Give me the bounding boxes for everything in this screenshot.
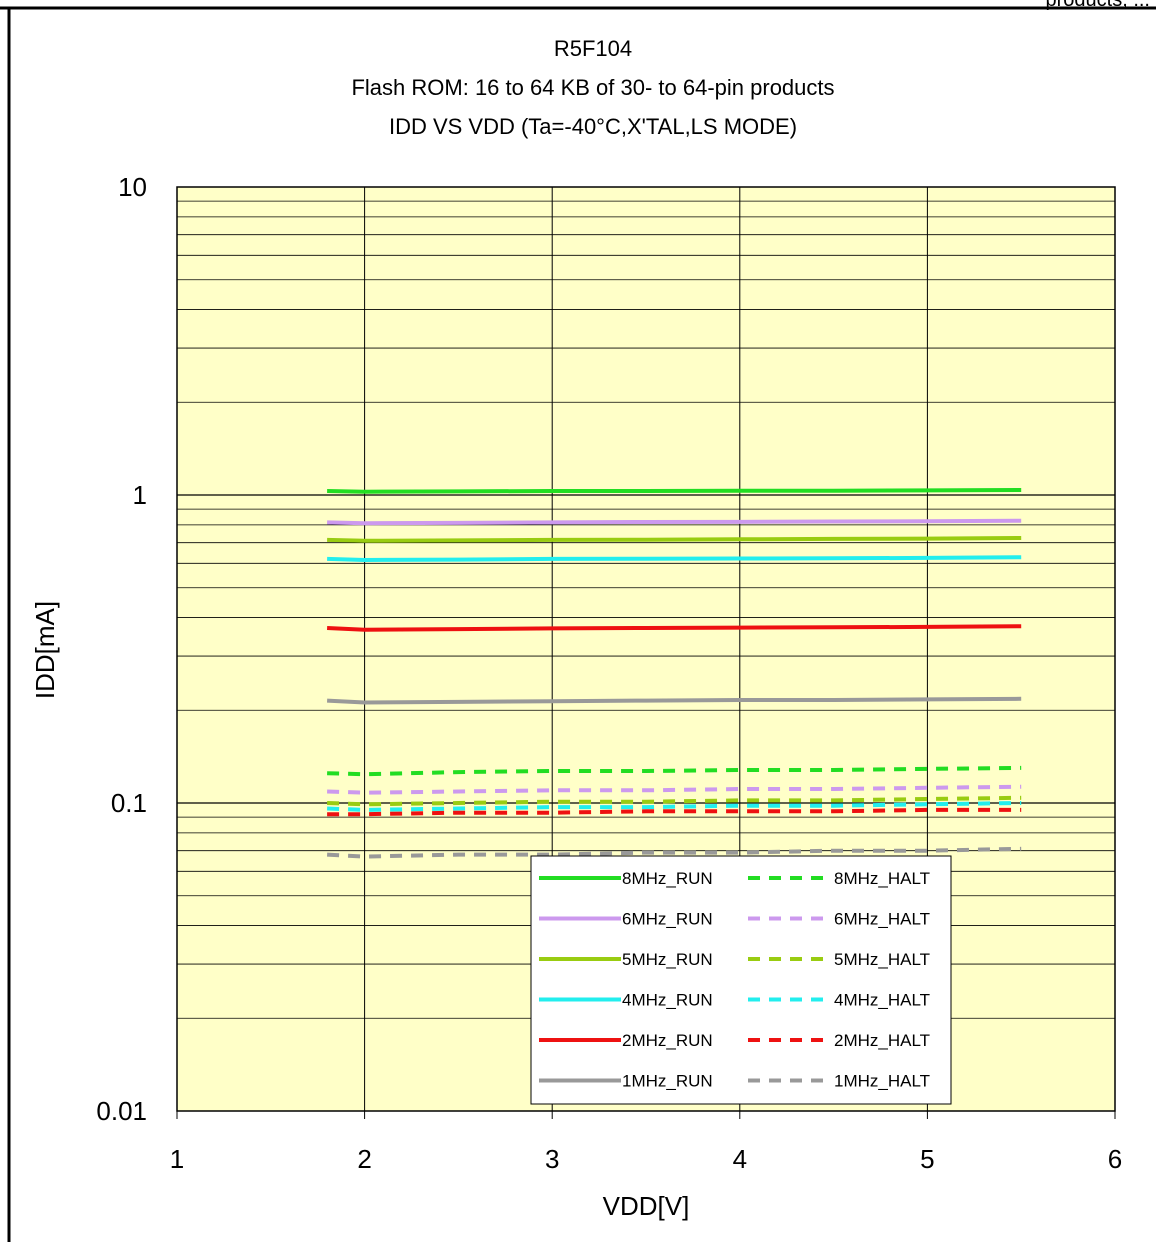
series-line-2mhz-halt bbox=[327, 807, 1022, 817]
y-axis-label: IDD[mA] bbox=[30, 601, 60, 699]
chart-title-line-1: R5F104 bbox=[554, 36, 632, 61]
series-line-6mhz-run bbox=[327, 518, 1022, 526]
legend-items: 8MHz_RUN 6MHz_RUN 5MHz_RUN 4MHz_RUN 2MHz_RUN… bbox=[539, 869, 930, 1091]
series-line-5mhz-run bbox=[327, 536, 1022, 543]
x-tick-label: 5 bbox=[920, 1144, 934, 1174]
legend-label: 8MHz_RUN bbox=[622, 869, 713, 888]
x-tick-label: 6 bbox=[1108, 1144, 1122, 1174]
x-tick-label: 2 bbox=[357, 1144, 371, 1174]
chart-title-line-3: IDD VS VDD (Ta=-40°C,X'TAL,LS MODE) bbox=[389, 114, 797, 139]
series-line-1mhz-run bbox=[326, 696, 1022, 705]
y-tick-label: 0.01 bbox=[96, 1096, 147, 1126]
series-line-8mhz-run bbox=[327, 488, 1022, 494]
legend-label: 4MHz_RUN bbox=[622, 991, 713, 1010]
legend-label: 5MHz_RUN bbox=[622, 950, 713, 969]
tick-layer: 1 2 3 4 5 6 0.01 0.1 1 10 bbox=[96, 172, 1122, 1174]
legend-label: 2MHz_HALT bbox=[834, 1031, 930, 1050]
series-line-6mhz-halt bbox=[327, 784, 1022, 795]
series-line-4mhz-halt bbox=[327, 801, 1022, 812]
x-tick-label: 3 bbox=[545, 1144, 559, 1174]
series-line-1mhz-halt bbox=[326, 846, 1022, 859]
y-tick-label: 10 bbox=[118, 172, 147, 202]
chart-title-line-2: Flash ROM: 16 to 64 KB of 30- to 64-pin … bbox=[351, 75, 834, 100]
legend-label: 1MHz_HALT bbox=[834, 1072, 930, 1091]
legend-label: 5MHz_HALT bbox=[834, 950, 930, 969]
y-tick-label: 1 bbox=[133, 480, 147, 510]
series-line-5mhz-halt bbox=[327, 795, 1022, 807]
legend: 8MHz_RUN 6MHz_RUN 5MHz_RUN 4MHz_RUN 2MHz_RUN… bbox=[530, 855, 952, 1105]
legend-box bbox=[530, 855, 952, 1105]
legend-label: 1MHz_RUN bbox=[622, 1072, 713, 1091]
series-line-2mhz-run bbox=[327, 624, 1022, 632]
legend-label: 8MHz_HALT bbox=[834, 869, 930, 888]
series-layer bbox=[326, 488, 1022, 859]
header-fragment: products, ... bbox=[1046, 0, 1151, 11]
x-tick-label: 1 bbox=[170, 1144, 184, 1174]
series-line-8mhz-halt bbox=[327, 765, 1022, 777]
x-tick-label: 4 bbox=[733, 1144, 747, 1174]
y-tick-label: 0.1 bbox=[111, 788, 147, 818]
legend-label: 2MHz_RUN bbox=[622, 1031, 713, 1050]
x-axis-label: VDD[V] bbox=[603, 1191, 690, 1221]
legend-label: 6MHz_HALT bbox=[834, 910, 930, 929]
legend-label: 6MHz_RUN bbox=[622, 910, 713, 929]
legend-label: 4MHz_HALT bbox=[834, 991, 930, 1010]
series-line-4mhz-run bbox=[327, 555, 1022, 563]
